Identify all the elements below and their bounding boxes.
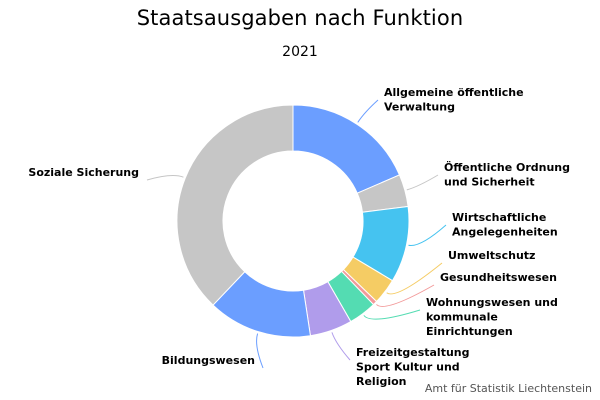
- slice-1[interactable]: [292, 104, 401, 194]
- data-label-line: kommunale: [426, 311, 498, 324]
- connector-5: [376, 284, 435, 307]
- data-label-2: Öffentliche Ordnung und Sicherheit: [444, 160, 570, 189]
- data-label-line: Umweltschutz: [448, 249, 535, 262]
- chart-title: Staatsausgaben nach Funktion: [136, 6, 464, 30]
- data-label-line: Allgemeine öffentliche: [384, 86, 524, 99]
- data-label-line: Wirtschaftliche: [452, 211, 546, 224]
- data-label-line: Religion: [356, 375, 407, 388]
- connector-9: [146, 175, 184, 181]
- data-label-5: Gesundheitswesen: [440, 271, 557, 284]
- data-label-line: Angelegenheiten: [452, 226, 558, 239]
- data-label-line: und Sicherheit: [444, 176, 535, 189]
- data-label-1: Allgemeine öffentliche Verwaltung: [384, 86, 524, 114]
- connector-8: [256, 333, 264, 369]
- data-label-4: Umweltschutz: [448, 249, 535, 262]
- data-label-line: Gesundheitswesen: [440, 271, 557, 284]
- data-label-line: Freizeitgestaltung: [356, 346, 470, 359]
- data-label-line: Soziale Sicherung: [28, 166, 139, 179]
- credits-link[interactable]: Amt für Statistik Liechtenstein: [424, 382, 592, 395]
- connector-7: [331, 332, 351, 361]
- connector-2: [406, 174, 439, 191]
- data-label-line: Bildungswesen: [162, 354, 255, 367]
- chart-subtitle: 2021: [282, 44, 318, 60]
- data-label-6: Wohnungswesen und kommunale Einrichtungen: [426, 296, 558, 338]
- slice-9[interactable]: [176, 104, 294, 306]
- data-label-line: Öffentliche Ordnung: [444, 160, 570, 174]
- data-label-line: Wohnungswesen und: [426, 296, 558, 309]
- data-label-9: Soziale Sicherung: [28, 166, 139, 179]
- connector-6: [363, 309, 421, 320]
- data-label-line: Verwaltung: [384, 101, 455, 114]
- connector-1: [357, 99, 379, 123]
- data-label-7: Freizeitgestaltung Sport Kultur und Religi…: [356, 346, 470, 388]
- connector-3: [408, 224, 447, 247]
- data-label-line: Einrichtungen: [426, 325, 513, 338]
- data-label-3: Wirtschaftliche Angelegenheiten: [452, 211, 558, 239]
- connector-4: [386, 262, 443, 295]
- data-label-8: Bildungswesen: [162, 354, 255, 367]
- data-label-line: Sport Kultur und: [356, 361, 460, 374]
